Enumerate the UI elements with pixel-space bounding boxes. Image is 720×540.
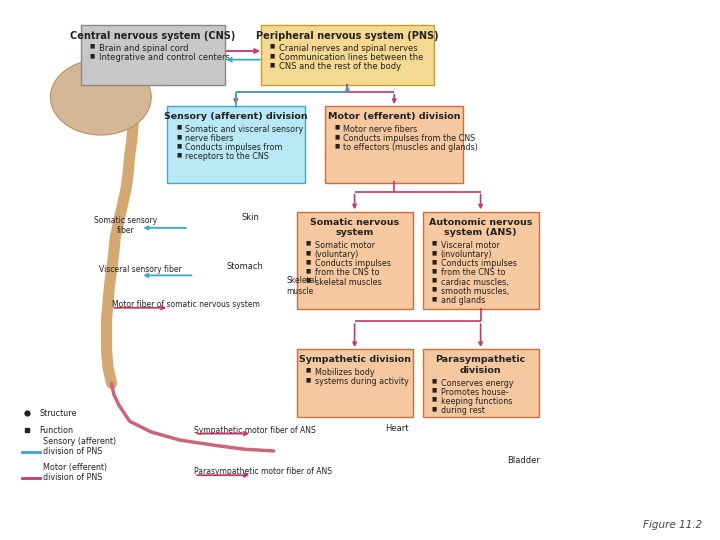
Text: Somatic and visceral sensory: Somatic and visceral sensory xyxy=(185,125,303,134)
Text: receptors to the CNS: receptors to the CNS xyxy=(185,152,269,161)
Text: CNS and the rest of the body: CNS and the rest of the body xyxy=(279,62,401,71)
Text: Somatic sensory
fiber: Somatic sensory fiber xyxy=(94,216,158,235)
Text: ■: ■ xyxy=(306,241,311,246)
Text: Parasympathetic
division: Parasympathetic division xyxy=(436,355,526,375)
Text: ■: ■ xyxy=(270,44,275,49)
Text: ■: ■ xyxy=(335,125,340,130)
Text: ■: ■ xyxy=(176,152,181,157)
Text: and glands: and glands xyxy=(441,296,485,305)
Text: Visceral motor: Visceral motor xyxy=(441,241,500,250)
Text: Somatic motor: Somatic motor xyxy=(315,241,374,250)
Text: Stomach: Stomach xyxy=(227,262,264,272)
Text: ■: ■ xyxy=(432,278,437,282)
FancyBboxPatch shape xyxy=(423,212,539,309)
Text: Integrative and control centers: Integrative and control centers xyxy=(99,53,230,62)
Text: to effectors (muscles and glands): to effectors (muscles and glands) xyxy=(343,143,478,152)
Text: Conducts impulses: Conducts impulses xyxy=(441,259,516,268)
Text: ■: ■ xyxy=(270,53,275,58)
FancyBboxPatch shape xyxy=(297,212,413,309)
Text: ■: ■ xyxy=(306,259,311,264)
FancyBboxPatch shape xyxy=(81,25,225,85)
Text: during rest: during rest xyxy=(441,406,485,415)
FancyBboxPatch shape xyxy=(297,349,413,417)
Text: Sensory (afferent) division: Sensory (afferent) division xyxy=(164,112,307,122)
Text: nerve fibers: nerve fibers xyxy=(185,134,233,143)
Text: Somatic nervous
system: Somatic nervous system xyxy=(310,218,399,237)
Ellipse shape xyxy=(50,59,151,135)
Text: from the CNS to: from the CNS to xyxy=(441,268,505,278)
Text: Conducts impulses from the CNS: Conducts impulses from the CNS xyxy=(343,134,476,143)
Text: ■: ■ xyxy=(90,53,95,58)
Text: Promotes house-: Promotes house- xyxy=(441,388,508,397)
Text: ■: ■ xyxy=(432,287,437,292)
Text: Skin: Skin xyxy=(241,213,259,222)
Text: Sensory (afferent)
division of PNS: Sensory (afferent) division of PNS xyxy=(43,437,117,456)
Text: Visceral sensory fiber: Visceral sensory fiber xyxy=(99,265,181,274)
Text: Conducts impulses from: Conducts impulses from xyxy=(185,143,282,152)
Text: (involuntary): (involuntary) xyxy=(441,250,492,259)
Text: Cranial nerves and spinal nerves: Cranial nerves and spinal nerves xyxy=(279,44,418,53)
Text: ■: ■ xyxy=(270,62,275,67)
Text: ■: ■ xyxy=(432,259,437,264)
Text: Motor (efferent) division: Motor (efferent) division xyxy=(328,112,461,122)
Text: ■: ■ xyxy=(306,368,311,373)
Text: skeletal muscles: skeletal muscles xyxy=(315,278,382,287)
Text: ■: ■ xyxy=(432,388,437,393)
Text: Function: Function xyxy=(40,426,73,435)
Text: ■: ■ xyxy=(306,377,311,382)
Text: ■: ■ xyxy=(432,241,437,246)
Text: keeping functions: keeping functions xyxy=(441,397,512,406)
FancyBboxPatch shape xyxy=(261,25,434,85)
FancyBboxPatch shape xyxy=(325,106,463,183)
Text: Motor nerve fibers: Motor nerve fibers xyxy=(343,125,418,134)
Text: ■: ■ xyxy=(306,250,311,255)
Text: Central nervous system (CNS): Central nervous system (CNS) xyxy=(71,31,235,42)
Text: (voluntary): (voluntary) xyxy=(315,250,359,259)
Text: ■: ■ xyxy=(335,134,340,139)
Text: ■: ■ xyxy=(90,44,95,49)
Text: Heart: Heart xyxy=(385,424,409,433)
Text: Autonomic nervous
system (ANS): Autonomic nervous system (ANS) xyxy=(429,218,532,237)
Text: Conducts impulses: Conducts impulses xyxy=(315,259,390,268)
FancyBboxPatch shape xyxy=(167,106,305,183)
Text: Conserves energy: Conserves energy xyxy=(441,379,513,388)
Text: Sympathetic motor fiber of ANS: Sympathetic motor fiber of ANS xyxy=(194,426,316,435)
Text: ■: ■ xyxy=(176,134,181,139)
Text: ■: ■ xyxy=(176,125,181,130)
Text: cardiac muscles,: cardiac muscles, xyxy=(441,278,508,287)
FancyBboxPatch shape xyxy=(423,349,539,417)
Text: Structure: Structure xyxy=(40,409,77,417)
Text: ■: ■ xyxy=(176,143,181,148)
Text: ■: ■ xyxy=(432,268,437,273)
Text: ■: ■ xyxy=(306,268,311,273)
Text: Communication lines between the: Communication lines between the xyxy=(279,53,423,62)
Text: ■: ■ xyxy=(432,250,437,255)
Text: Mobilizes body: Mobilizes body xyxy=(315,368,374,377)
Text: Parasympathetic motor fiber of ANS: Parasympathetic motor fiber of ANS xyxy=(194,467,333,476)
Text: ■: ■ xyxy=(432,296,437,301)
Text: ■: ■ xyxy=(432,379,437,383)
Text: Figure 11.2: Figure 11.2 xyxy=(643,520,702,530)
Text: smooth muscles,: smooth muscles, xyxy=(441,287,509,296)
Text: Sympathetic division: Sympathetic division xyxy=(299,355,410,364)
Text: ■: ■ xyxy=(335,143,340,148)
Text: Motor fiber of somatic nervous system: Motor fiber of somatic nervous system xyxy=(112,300,259,309)
Text: ■: ■ xyxy=(432,406,437,411)
Text: systems during activity: systems during activity xyxy=(315,377,408,386)
Text: Motor (efferent)
division of PNS: Motor (efferent) division of PNS xyxy=(43,463,107,482)
Text: Peripheral nervous system (PNS): Peripheral nervous system (PNS) xyxy=(256,31,438,42)
Text: ■: ■ xyxy=(432,397,437,402)
Text: Brain and spinal cord: Brain and spinal cord xyxy=(99,44,188,53)
Text: ■: ■ xyxy=(306,278,311,282)
Text: from the CNS to: from the CNS to xyxy=(315,268,379,278)
Text: Bladder: Bladder xyxy=(508,456,541,465)
Text: Skeletal
muscle: Skeletal muscle xyxy=(287,276,318,296)
